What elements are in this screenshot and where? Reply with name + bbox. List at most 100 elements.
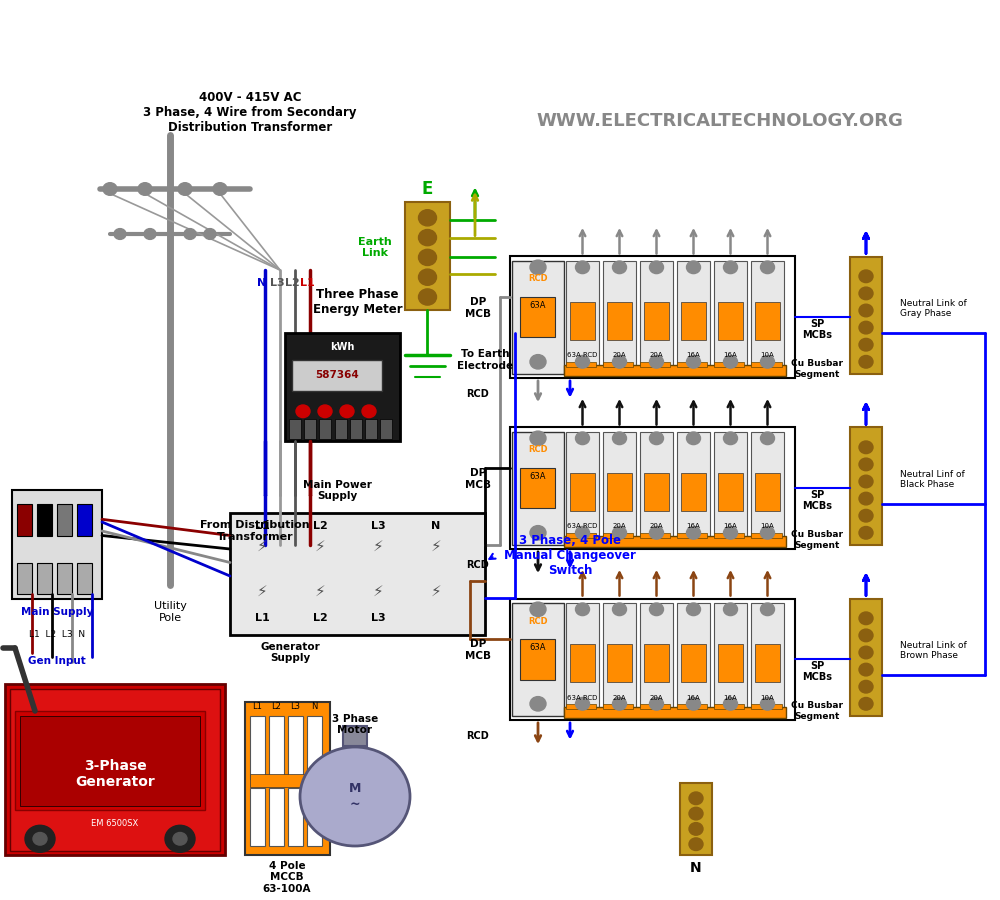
FancyBboxPatch shape bbox=[751, 432, 784, 544]
FancyBboxPatch shape bbox=[680, 783, 712, 855]
Circle shape bbox=[612, 432, 626, 445]
FancyBboxPatch shape bbox=[250, 716, 265, 778]
Text: Cu Busbar
Segment: Cu Busbar Segment bbox=[791, 359, 843, 379]
Circle shape bbox=[686, 526, 700, 539]
FancyBboxPatch shape bbox=[677, 261, 710, 374]
FancyBboxPatch shape bbox=[17, 504, 32, 536]
Text: 20A: 20A bbox=[650, 524, 663, 529]
FancyBboxPatch shape bbox=[12, 491, 102, 598]
FancyBboxPatch shape bbox=[850, 256, 882, 374]
Circle shape bbox=[761, 603, 774, 616]
Circle shape bbox=[761, 526, 774, 539]
FancyBboxPatch shape bbox=[621, 704, 634, 709]
Circle shape bbox=[575, 603, 590, 616]
FancyBboxPatch shape bbox=[751, 261, 784, 374]
FancyBboxPatch shape bbox=[640, 603, 673, 716]
FancyBboxPatch shape bbox=[520, 297, 555, 338]
Text: N: N bbox=[690, 861, 702, 876]
FancyBboxPatch shape bbox=[512, 603, 564, 716]
Text: WWW.ELECTRICALTECHNOLOGY.ORG: WWW.ELECTRICALTECHNOLOGY.ORG bbox=[537, 112, 903, 130]
FancyBboxPatch shape bbox=[607, 644, 632, 682]
Circle shape bbox=[650, 261, 664, 274]
Circle shape bbox=[575, 526, 590, 539]
Circle shape bbox=[25, 825, 55, 852]
Text: 20A: 20A bbox=[613, 353, 626, 358]
Circle shape bbox=[575, 261, 590, 274]
FancyBboxPatch shape bbox=[288, 788, 303, 846]
Circle shape bbox=[33, 832, 47, 845]
FancyBboxPatch shape bbox=[640, 261, 673, 374]
Text: From Distribution
Transformer: From Distribution Transformer bbox=[200, 520, 310, 542]
Text: M
~: M ~ bbox=[349, 782, 361, 811]
FancyBboxPatch shape bbox=[677, 533, 689, 538]
FancyBboxPatch shape bbox=[57, 562, 72, 594]
FancyBboxPatch shape bbox=[714, 261, 747, 374]
FancyBboxPatch shape bbox=[566, 533, 578, 538]
Text: How to Connect a 3-Phase Generator to Home Using Manual Changeover?: How to Connect a 3-Phase Generator to Ho… bbox=[0, 18, 1000, 47]
Circle shape bbox=[859, 287, 873, 300]
Text: 400V - 415V AC
3 Phase, 4 Wire from Secondary
Distribution Transformer: 400V - 415V AC 3 Phase, 4 Wire from Seco… bbox=[143, 91, 357, 134]
FancyBboxPatch shape bbox=[77, 504, 92, 536]
Text: Cu Busbar
Segment: Cu Busbar Segment bbox=[791, 701, 843, 721]
FancyBboxPatch shape bbox=[658, 704, 670, 709]
Circle shape bbox=[859, 509, 873, 522]
Text: RCD: RCD bbox=[528, 616, 548, 625]
FancyBboxPatch shape bbox=[335, 419, 347, 439]
FancyBboxPatch shape bbox=[681, 302, 706, 340]
Circle shape bbox=[418, 230, 436, 246]
Circle shape bbox=[528, 479, 548, 497]
FancyBboxPatch shape bbox=[755, 644, 780, 682]
Circle shape bbox=[859, 680, 873, 693]
FancyBboxPatch shape bbox=[621, 362, 634, 367]
Circle shape bbox=[650, 603, 664, 616]
FancyBboxPatch shape bbox=[640, 533, 652, 538]
Text: ⚡: ⚡ bbox=[431, 584, 441, 598]
FancyBboxPatch shape bbox=[307, 788, 322, 846]
FancyBboxPatch shape bbox=[584, 362, 596, 367]
Text: SP
MCBs: SP MCBs bbox=[802, 319, 832, 340]
Circle shape bbox=[530, 355, 546, 369]
Text: L3: L3 bbox=[290, 702, 300, 711]
Circle shape bbox=[859, 646, 873, 659]
FancyBboxPatch shape bbox=[292, 360, 382, 392]
FancyBboxPatch shape bbox=[603, 362, 615, 367]
Text: 63A RCD: 63A RCD bbox=[567, 524, 598, 529]
Text: L3: L3 bbox=[371, 613, 385, 624]
Text: To Earth
Electrode: To Earth Electrode bbox=[457, 349, 513, 371]
Text: DP
MCB: DP MCB bbox=[465, 468, 491, 490]
Text: L1  L2  L3  N: L1 L2 L3 N bbox=[29, 630, 85, 639]
Text: 63A: 63A bbox=[530, 643, 546, 652]
Circle shape bbox=[859, 458, 873, 471]
Circle shape bbox=[204, 229, 216, 239]
Text: ⚡: ⚡ bbox=[373, 584, 383, 598]
Circle shape bbox=[418, 210, 436, 226]
FancyBboxPatch shape bbox=[510, 428, 795, 549]
FancyBboxPatch shape bbox=[677, 704, 689, 709]
Circle shape bbox=[103, 183, 117, 195]
Circle shape bbox=[761, 261, 774, 274]
Text: Neutral Link of
Gray Phase: Neutral Link of Gray Phase bbox=[900, 299, 967, 318]
Circle shape bbox=[318, 405, 332, 418]
FancyBboxPatch shape bbox=[695, 704, 707, 709]
FancyBboxPatch shape bbox=[304, 419, 316, 439]
FancyBboxPatch shape bbox=[695, 362, 707, 367]
Text: kWh: kWh bbox=[330, 341, 355, 352]
Circle shape bbox=[575, 698, 590, 710]
Circle shape bbox=[859, 321, 873, 334]
FancyBboxPatch shape bbox=[677, 362, 689, 367]
Circle shape bbox=[213, 183, 227, 195]
FancyBboxPatch shape bbox=[5, 684, 225, 855]
Circle shape bbox=[686, 698, 700, 710]
Text: 4 Pole
MCCB
63-100A: 4 Pole MCCB 63-100A bbox=[263, 861, 311, 894]
FancyBboxPatch shape bbox=[584, 704, 596, 709]
Circle shape bbox=[859, 475, 873, 488]
FancyBboxPatch shape bbox=[512, 261, 564, 374]
Text: Neutral Linf of
Black Phase: Neutral Linf of Black Phase bbox=[900, 470, 965, 489]
FancyBboxPatch shape bbox=[510, 598, 795, 720]
FancyBboxPatch shape bbox=[512, 432, 564, 544]
Circle shape bbox=[650, 356, 664, 368]
Circle shape bbox=[723, 698, 738, 710]
FancyBboxPatch shape bbox=[365, 419, 377, 439]
FancyBboxPatch shape bbox=[269, 716, 284, 778]
FancyBboxPatch shape bbox=[37, 504, 52, 536]
